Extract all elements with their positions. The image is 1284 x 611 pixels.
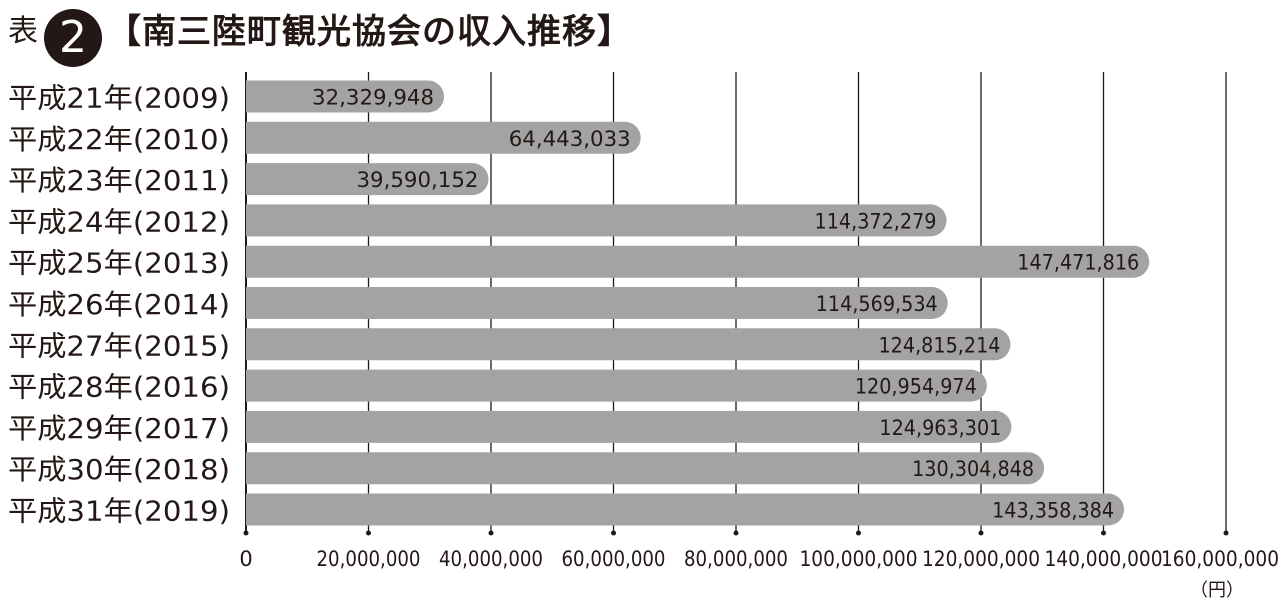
bar <box>246 452 1045 485</box>
tick-label: 20,000,000 <box>317 547 421 571</box>
tick-mark <box>1101 530 1106 536</box>
category-label: 平成28年(2016) <box>8 371 230 404</box>
bar-value-label: 120,954,974 <box>855 375 977 399</box>
x-axis: 0 20,000,000 40,000,000 60,000,000 80,000,00… <box>239 530 1279 601</box>
bar-value-label: 114,372,279 <box>815 209 937 233</box>
chart-title: 【南三陸町観光協会の収入推移】 <box>107 12 632 52</box>
bar-value-label: 147,471,816 <box>1017 251 1139 275</box>
tick-mark <box>1223 530 1229 536</box>
category-labels: 平成21年(2009) 平成22年(2010) 平成23年(2011) 平成24年(2… <box>8 82 230 528</box>
bar <box>246 410 1012 443</box>
bar-value-label: 143,358,384 <box>992 499 1114 523</box>
table-prefix: 表 <box>8 14 38 49</box>
tick-mark <box>733 530 739 536</box>
bar <box>246 163 489 196</box>
bar <box>246 121 641 154</box>
bar <box>246 493 1125 526</box>
category-label: 平成24年(2012) <box>8 205 230 238</box>
category-label: 平成30年(2018) <box>8 453 230 486</box>
bar-value-label: 130,304,848 <box>912 457 1034 481</box>
bars: 32,329,948 64,443,033 39,590,152 114,372,27… <box>246 80 1150 526</box>
bar-value-label: 39,590,152 <box>356 168 478 192</box>
category-label: 平成27年(2015) <box>8 329 230 362</box>
category-label: 平成25年(2013) <box>8 247 230 280</box>
bar-value-label: 114,569,534 <box>816 292 938 316</box>
tick-label: 60,000,000 <box>562 547 666 571</box>
bar-value-label: 124,815,214 <box>878 333 1000 357</box>
tick-label: 100,000,000 <box>800 547 918 571</box>
tick-label: 0 <box>239 547 252 571</box>
bar-value-label: 64,443,033 <box>509 127 631 151</box>
bar-value-label: 32,329,948 <box>312 86 434 110</box>
bar <box>246 80 445 113</box>
unit-label: （円） <box>1190 580 1244 601</box>
bar <box>246 204 947 237</box>
table-number-badge: 2 <box>44 9 102 67</box>
tick-mark <box>488 530 494 536</box>
tick-label: 120,000,000 <box>922 547 1040 571</box>
bar-value-label: 124,963,301 <box>879 416 1001 440</box>
category-label: 平成26年(2014) <box>8 288 230 321</box>
bar <box>246 245 1150 278</box>
tick-label: 140,000,000 <box>1045 547 1163 571</box>
tick-mark <box>856 530 861 536</box>
bar <box>246 328 1011 361</box>
category-label: 平成22年(2010) <box>8 123 230 156</box>
category-label: 平成29年(2017) <box>8 412 230 445</box>
bar <box>246 369 987 402</box>
category-label: 平成21年(2009) <box>8 82 230 115</box>
tick-mark <box>611 530 616 536</box>
tick-label: 160,000,000 <box>1161 547 1279 571</box>
category-label: 平成23年(2011) <box>8 164 230 197</box>
category-label: 平成31年(2019) <box>8 495 230 528</box>
tick-mark <box>243 530 249 536</box>
bar <box>246 287 948 319</box>
tick-mark <box>366 530 371 536</box>
tick-label: 80,000,000 <box>684 547 788 571</box>
tick-label: 40,000,000 <box>439 547 543 571</box>
chart-header: 表 2 【南三陸町観光協会の収入推移】 <box>0 0 1284 70</box>
tick-mark <box>978 530 984 536</box>
